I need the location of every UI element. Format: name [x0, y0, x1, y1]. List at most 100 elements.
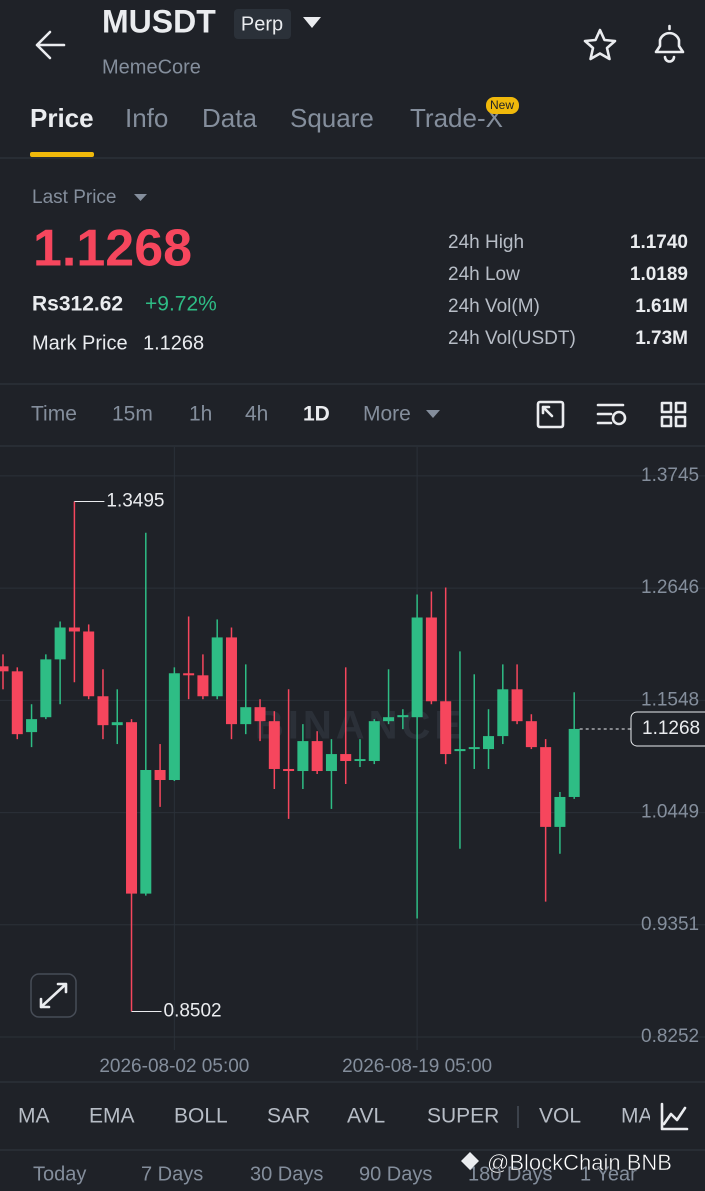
favorite-button[interactable]	[583, 28, 617, 61]
candle-body	[126, 722, 138, 894]
symbol-dropdown[interactable]	[303, 17, 321, 28]
candle-body	[54, 627, 66, 660]
range-bar: Today 7 Days 30 Days 90 Days 180 Days 1 Year	[33, 1163, 637, 1185]
price-type-dropdown[interactable]	[134, 194, 147, 201]
tool-icon[interactable]	[611, 410, 627, 426]
tab[interactable]: Price	[30, 103, 94, 133]
indicator-bar: MA EMA BOLL SAR AVL SUPER VOL MA	[18, 1105, 653, 1128]
last-price: 1.1268	[33, 220, 192, 278]
tab[interactable]: Square	[290, 103, 374, 133]
indicator[interactable]: SUPER	[427, 1105, 499, 1128]
chart-tools[interactable]	[536, 400, 687, 429]
indicator-settings[interactable]	[660, 1102, 689, 1131]
candle-body	[11, 671, 23, 735]
candle-body	[211, 637, 223, 697]
candle-body	[168, 673, 180, 781]
watermark-logo	[461, 1152, 479, 1170]
range[interactable]: 7 Days	[141, 1163, 203, 1185]
y-tick-label: 1.2646	[641, 577, 699, 598]
symbol: MUSDT	[102, 3, 216, 39]
candle-body	[540, 747, 552, 827]
candle-body	[397, 715, 409, 718]
tool-icon[interactable]	[536, 400, 565, 429]
candle-body	[368, 721, 380, 762]
candle-body	[268, 721, 280, 769]
candle-body	[383, 717, 395, 722]
stat-value: 1.1740	[630, 232, 688, 253]
fullscreen-icon[interactable]	[39, 982, 68, 1009]
indicator[interactable]: EMA	[89, 1105, 135, 1128]
indicator[interactable]: BOLL	[174, 1105, 228, 1128]
y-tick-label: 1.1548	[641, 689, 699, 710]
candle-body	[483, 736, 495, 750]
indicator[interactable]: VOL	[539, 1105, 581, 1128]
last-price-tag-bg	[630, 711, 705, 747]
candle-body	[283, 768, 295, 772]
stat-value: 1.61M	[635, 296, 688, 317]
tool-icon[interactable]	[674, 415, 687, 428]
candle-body	[454, 749, 466, 752]
stats: 24h High 1.1740 24h Low 1.0189 24h Vol(M) 1.6…	[448, 232, 688, 349]
candle-body	[225, 637, 237, 725]
indicator[interactable]: MA	[18, 1105, 50, 1128]
watermark: @BlockChain BNB	[487, 1150, 672, 1175]
indicator[interactable]: AVL	[347, 1105, 385, 1128]
y-tick-label: 1.3745	[641, 465, 699, 486]
range[interactable]: 1 Year	[580, 1163, 637, 1185]
interval[interactable]: 4h	[245, 403, 268, 426]
last-price-label: Last Price	[32, 187, 116, 208]
range[interactable]: 180 Days	[468, 1163, 553, 1185]
candle-body	[340, 754, 352, 762]
tab[interactable]: Data	[202, 103, 257, 133]
stat-label: 24h Low	[448, 264, 520, 285]
new-badge: New	[490, 98, 514, 112]
indicator[interactable]: SAR	[267, 1105, 310, 1128]
tool-icon[interactable]	[674, 401, 687, 414]
x-tick-label: 2026-08-02 05:00	[99, 1056, 249, 1077]
back-button[interactable]	[35, 30, 66, 60]
tool-icon[interactable]	[660, 415, 673, 428]
range[interactable]: Today	[33, 1163, 86, 1185]
high-label: 1.3495	[106, 490, 164, 511]
interval[interactable]: Time	[31, 403, 77, 426]
local-price: Rs312.62	[32, 293, 123, 316]
candle-body	[254, 707, 266, 722]
candle-body	[97, 696, 109, 726]
interval[interactable]: 1D	[303, 403, 330, 426]
candle-body	[354, 759, 366, 762]
tool-icon[interactable]	[541, 405, 554, 418]
candle-body	[240, 707, 252, 725]
candle-body	[297, 741, 309, 772]
candle-body	[183, 673, 195, 676]
candle-body	[140, 770, 152, 894]
new-badge-bg	[486, 97, 519, 114]
badge: Perp	[241, 13, 283, 35]
candle-body	[568, 728, 580, 797]
stat-value: 1.73M	[635, 328, 688, 349]
y-tick-label: 0.9351	[641, 914, 699, 935]
tool-icon[interactable]	[596, 403, 625, 425]
candle-body	[83, 631, 95, 697]
tab[interactable]: Info	[125, 103, 168, 133]
interval[interactable]: 1h	[189, 403, 212, 426]
candle-body	[154, 770, 166, 781]
candle-body	[440, 701, 452, 755]
mark-price: 1.1268	[143, 332, 204, 354]
range[interactable]: 90 Days	[359, 1163, 432, 1185]
interval[interactable]: 15m	[112, 403, 153, 426]
candle-body	[40, 659, 52, 718]
tool-icon[interactable]	[660, 401, 673, 414]
more-dropdown[interactable]	[426, 410, 440, 418]
last-price-tag: 1.1268	[642, 718, 700, 739]
interval[interactable]: More	[363, 403, 411, 426]
candle-body	[497, 689, 509, 737]
subtitle: MemeCore	[102, 56, 201, 78]
alert-button[interactable]	[654, 24, 685, 63]
range[interactable]: 30 Days	[250, 1163, 323, 1185]
candle-body	[197, 675, 209, 697]
y-tick-label: 0.8252	[641, 1026, 699, 1047]
candle-body	[511, 689, 523, 722]
indicator[interactable]: MA	[621, 1105, 653, 1128]
